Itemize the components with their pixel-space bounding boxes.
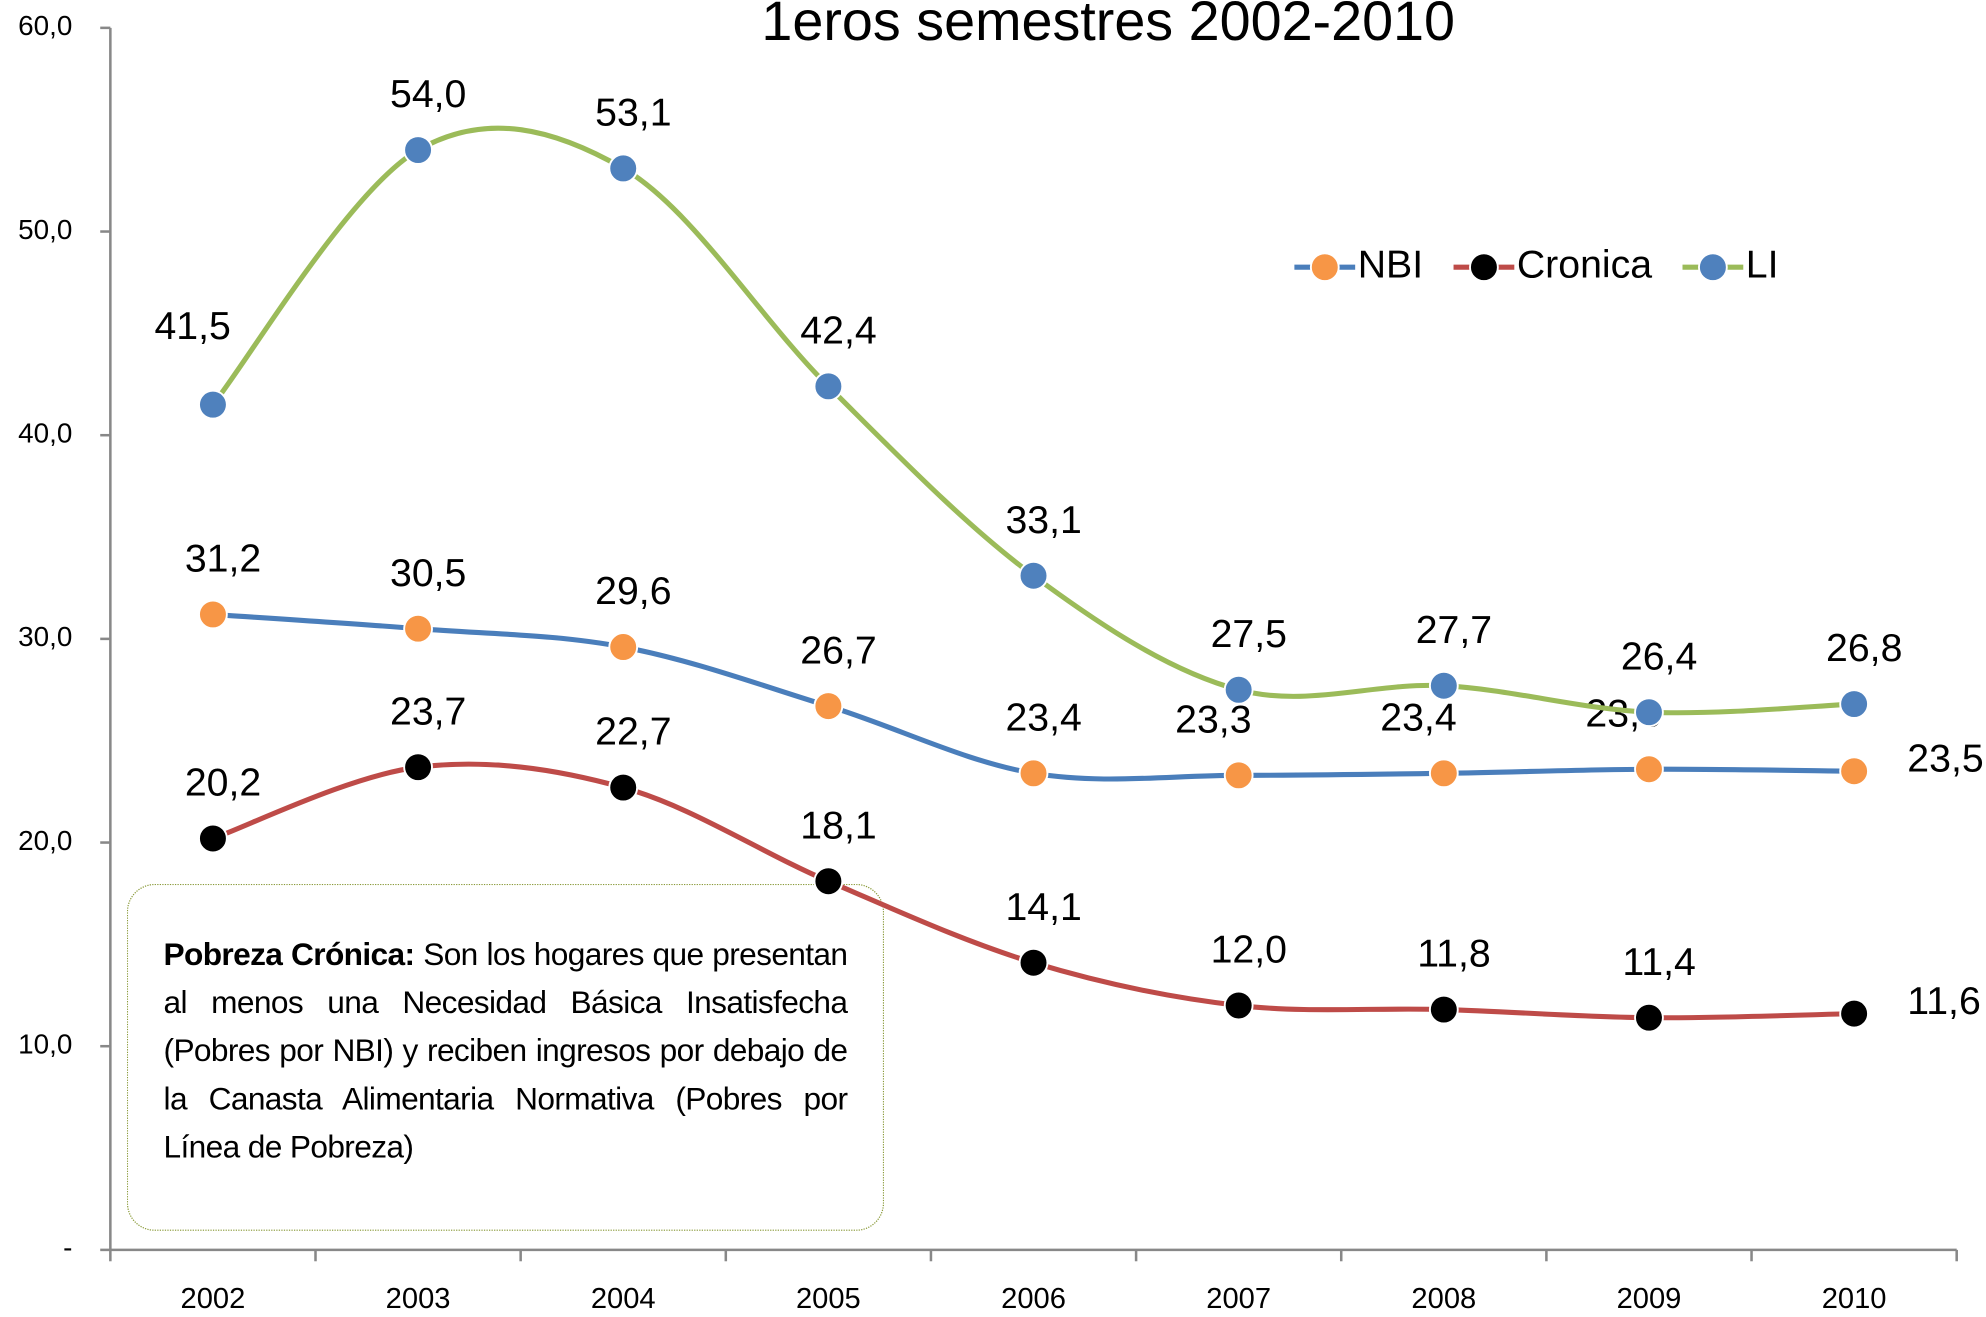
data-label: 23,4 bbox=[1380, 695, 1456, 739]
annotation: Pobreza Crónica: Son los hogares que pre… bbox=[126, 883, 885, 1231]
marker bbox=[1634, 754, 1664, 785]
marker bbox=[608, 632, 639, 662]
y-tick-label: 40,0 bbox=[18, 418, 72, 449]
data-label: 30,5 bbox=[390, 551, 466, 595]
x-tick-label: 2009 bbox=[1617, 1283, 1682, 1315]
x-tick-label: 2007 bbox=[1206, 1283, 1271, 1315]
marker bbox=[1634, 1002, 1664, 1033]
x-tick-label: 2002 bbox=[181, 1283, 246, 1315]
marker bbox=[813, 866, 844, 897]
data-label: 12,0 bbox=[1211, 928, 1287, 972]
data-label: 14,1 bbox=[1005, 885, 1081, 929]
marker bbox=[198, 599, 228, 630]
data-label: 23,5 bbox=[1907, 737, 1983, 781]
marker bbox=[608, 153, 639, 184]
marker bbox=[1839, 689, 1869, 719]
marker bbox=[403, 752, 433, 783]
legend-label: Cronica bbox=[1517, 243, 1652, 287]
data-label: 22,7 bbox=[595, 710, 671, 754]
data-label: 18,1 bbox=[800, 803, 876, 847]
marker bbox=[1839, 998, 1869, 1029]
data-label: 29,6 bbox=[595, 569, 671, 613]
data-label: 26,8 bbox=[1826, 626, 1902, 670]
x-tick-label: 2005 bbox=[796, 1283, 861, 1315]
data-label: 42,4 bbox=[800, 309, 876, 353]
data-label: 27,5 bbox=[1211, 612, 1287, 656]
data-label: 26,4 bbox=[1621, 634, 1697, 678]
x-tick-label: 2008 bbox=[1411, 1283, 1476, 1315]
marker bbox=[813, 371, 844, 402]
legend-label: LI bbox=[1746, 243, 1779, 287]
marker bbox=[1428, 758, 1459, 789]
data-label: 20,2 bbox=[185, 761, 261, 805]
marker bbox=[1634, 697, 1664, 728]
legend-marker bbox=[1698, 252, 1728, 283]
data-label: 27,7 bbox=[1416, 608, 1492, 652]
marker bbox=[198, 389, 228, 420]
data-label: 26,7 bbox=[800, 628, 876, 672]
legend-label: NBI bbox=[1358, 243, 1423, 287]
chart-title: 1eros semestres 2002-2010 bbox=[761, 0, 1455, 52]
data-label: 31,2 bbox=[185, 537, 261, 581]
annotation-bold: Pobreza Crónica: bbox=[163, 937, 416, 973]
y-tick-label: 10,0 bbox=[18, 1029, 72, 1060]
data-label: 41,5 bbox=[154, 304, 230, 348]
marker bbox=[1018, 947, 1049, 978]
data-label: 23,3 bbox=[1175, 698, 1251, 742]
y-tick-label: 20,0 bbox=[18, 825, 72, 856]
x-tick-label: 2006 bbox=[1001, 1283, 1066, 1315]
data-label: 53,1 bbox=[595, 91, 671, 135]
marker bbox=[198, 823, 228, 854]
data-label: 54,0 bbox=[390, 72, 466, 116]
marker bbox=[1018, 758, 1049, 789]
marker bbox=[1223, 760, 1254, 791]
series-line bbox=[210, 125, 1855, 716]
y-tick-label: - bbox=[63, 1232, 72, 1263]
legend-marker bbox=[1309, 252, 1340, 283]
marker bbox=[1223, 990, 1254, 1021]
marker bbox=[813, 691, 844, 721]
y-tick-label: 30,0 bbox=[18, 621, 72, 652]
marker bbox=[1018, 560, 1049, 591]
data-label: 33,1 bbox=[1005, 498, 1081, 542]
marker bbox=[608, 772, 639, 803]
x-tick-label: 2003 bbox=[386, 1283, 451, 1315]
marker bbox=[403, 613, 433, 644]
y-tick-label: 60,0 bbox=[18, 10, 72, 41]
data-label: 23,7 bbox=[390, 689, 466, 733]
data-label: 11,6 bbox=[1907, 979, 1980, 1023]
annotation-box: Pobreza Crónica: Son los hogares que pre… bbox=[126, 883, 885, 1231]
y-tick-label: 50,0 bbox=[18, 214, 72, 245]
data-label: 23,4 bbox=[1005, 695, 1081, 739]
legend-marker bbox=[1469, 252, 1499, 283]
data-label: 11,4 bbox=[1622, 940, 1695, 984]
annotation-text: Son los hogares que presentan al menos u… bbox=[163, 937, 848, 1166]
x-tick-label: 2010 bbox=[1822, 1283, 1887, 1315]
marker bbox=[1223, 674, 1254, 705]
marker bbox=[1428, 670, 1459, 701]
x-tick-label: 2004 bbox=[591, 1283, 656, 1315]
marker bbox=[1839, 756, 1869, 787]
data-label: 11,8 bbox=[1417, 932, 1490, 976]
marker bbox=[1428, 994, 1459, 1025]
marker bbox=[403, 135, 433, 165]
